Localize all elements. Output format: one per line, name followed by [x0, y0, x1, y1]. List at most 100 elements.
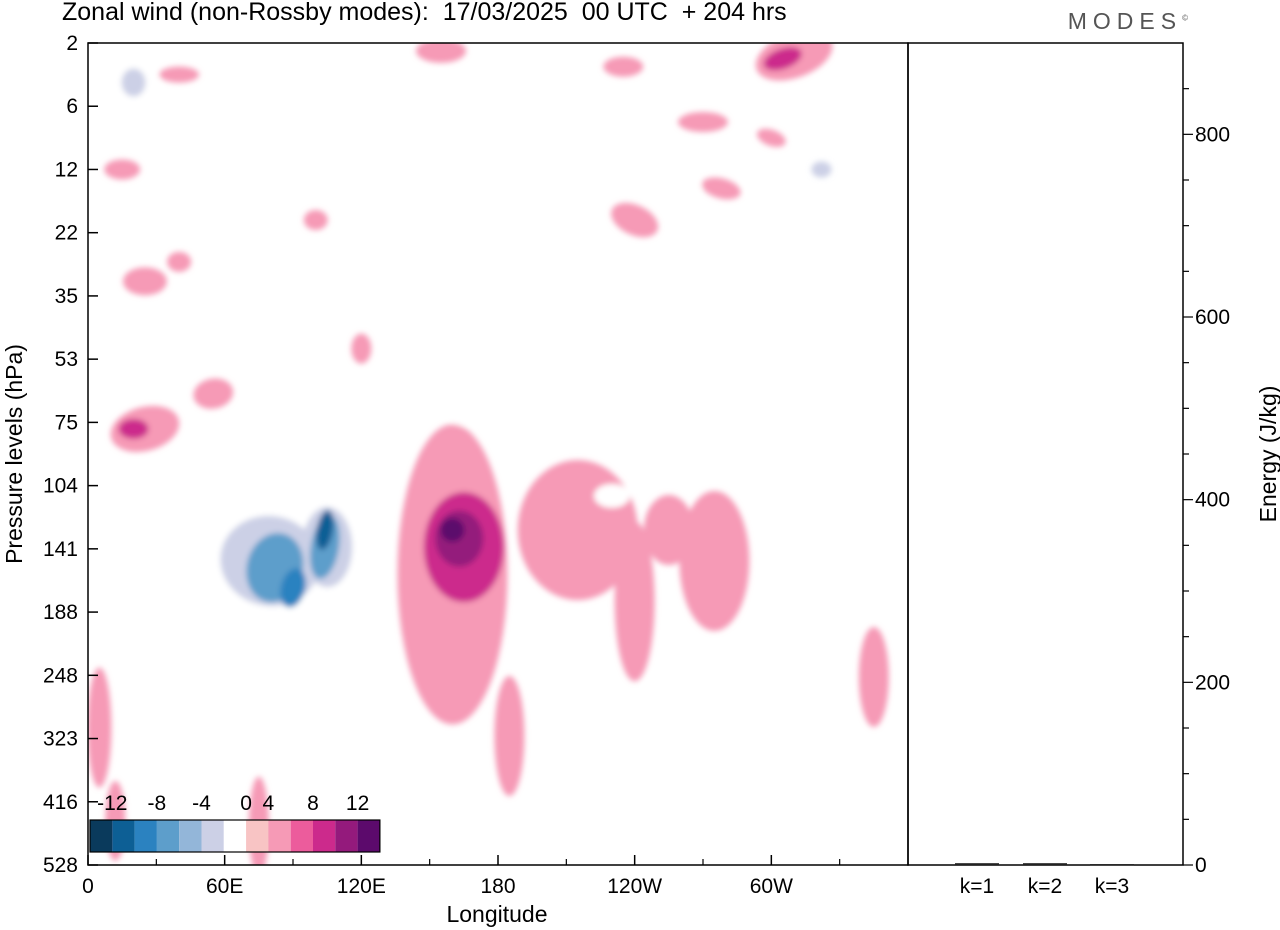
energy-category-label: k=3 — [1095, 875, 1129, 898]
colorbar-label: 0 — [240, 792, 252, 815]
wind-contour — [871, 250, 900, 341]
wind-contour — [786, 354, 847, 405]
y-tick-label: 75 — [55, 411, 78, 434]
colorbar-swatch — [357, 820, 380, 852]
energy-tick-label: 0 — [1195, 854, 1207, 877]
x-tick-label: 60E — [206, 875, 243, 898]
wind-contour — [679, 490, 750, 631]
wind-contour — [593, 483, 630, 508]
wind-contour — [303, 210, 328, 231]
colorbar-swatch — [156, 820, 180, 852]
y-tick-label: 188 — [43, 601, 78, 624]
colorbar-swatch — [179, 820, 202, 852]
y-tick-label: 35 — [55, 285, 78, 308]
x-tick-label: 120W — [607, 875, 662, 898]
colorbar-swatch — [90, 820, 113, 852]
wind-contour — [614, 521, 655, 682]
colorbar-label: -8 — [148, 792, 167, 815]
wind-contour — [756, 344, 787, 385]
y-tick-label: 248 — [43, 664, 78, 687]
wind-contour — [440, 518, 465, 543]
energy-axis-label: Energy (J/kg) — [1255, 386, 1280, 523]
wind-contour — [678, 112, 728, 133]
colorbar-swatch — [313, 820, 336, 852]
x-axis-label: Longitude — [446, 901, 547, 927]
wind-contour — [763, 47, 802, 71]
wind-contour — [637, 673, 678, 814]
wind-contour — [351, 333, 372, 364]
y-axis-label: Pressure levels (hPa) — [1, 344, 27, 564]
colorbar-swatch — [223, 820, 247, 852]
wind-contour — [502, 52, 563, 81]
wind-contour — [159, 66, 200, 83]
x-tick-label: 180 — [480, 875, 515, 898]
wind-field-layers — [88, 43, 900, 865]
wind-contour — [756, 128, 786, 147]
energy-tick-label: 200 — [1195, 671, 1230, 694]
wind-contour — [416, 43, 467, 63]
wind-contour — [659, 170, 702, 195]
wind-contour — [603, 56, 644, 77]
colorbar-frame — [89, 819, 381, 853]
wind-contour — [121, 68, 146, 97]
colorbar-label: 8 — [307, 792, 319, 815]
wind-contour — [104, 159, 141, 180]
wind-field — [88, 43, 900, 865]
y-tick-label: 6 — [66, 95, 78, 118]
energy-frame — [907, 42, 1184, 866]
energy-category-label: k=1 — [960, 875, 994, 898]
wind-contour — [291, 476, 386, 773]
y-tick-label: 2 — [66, 32, 78, 55]
wind-contour — [445, 390, 482, 427]
energy-tick-label: 400 — [1195, 489, 1230, 512]
wind-contour — [494, 676, 525, 797]
colorbar-swatch — [201, 820, 224, 852]
wind-contour — [352, 603, 393, 865]
energy-panel: 0 200 400 600 800 k=1 k=2 k=3 — [955, 88, 1230, 898]
energy-tick-label: 600 — [1195, 306, 1230, 329]
y-tick-label: 22 — [55, 222, 78, 245]
x-tick-label: 120E — [337, 875, 386, 898]
y-axis: 2 6 12 22 35 53 75 104 141 188 248 323 416 528 — [43, 32, 98, 877]
colorbar-swatch — [112, 820, 135, 852]
colorbar-label: -4 — [192, 792, 211, 815]
x-axis: 0 60E 120E 180 120W 60W — [82, 855, 841, 898]
colorbar-swatch — [268, 820, 291, 852]
wind-contour — [280, 568, 306, 608]
colorbar-swatch — [134, 820, 157, 852]
y-tick-label: 104 — [43, 475, 78, 498]
modes-logo: MODES© — [1067, 8, 1188, 34]
wind-contour — [316, 510, 334, 550]
y-tick-label: 528 — [43, 854, 78, 877]
colorbar-label: -12 — [97, 792, 127, 815]
energy-bar — [1023, 863, 1067, 865]
wind-contour — [193, 378, 234, 409]
colorbar-swatch — [246, 820, 269, 852]
colorbar: -12 -8 -4 0 4 8 12 — [89, 792, 381, 853]
wind-contour — [858, 626, 889, 727]
wind-contour — [122, 267, 167, 296]
wind-contour — [742, 160, 801, 204]
wind-contour — [701, 177, 741, 200]
wind-contour — [811, 161, 832, 178]
colorbar-swatch — [290, 820, 313, 852]
energy-tick-label: 800 — [1195, 123, 1230, 146]
y-tick-label: 416 — [43, 791, 78, 814]
energy-bar — [955, 863, 999, 865]
x-tick-label: 0 — [82, 875, 94, 898]
y-tick-label: 12 — [55, 158, 78, 181]
wind-contour — [118, 418, 149, 439]
colorbar-label: 12 — [346, 792, 369, 815]
chart-title: Zonal wind (non-Rossby modes): 17/03/202… — [62, 0, 787, 26]
wind-contour — [88, 667, 112, 788]
y-tick-label: 53 — [55, 348, 78, 371]
y-tick-label: 323 — [43, 728, 78, 751]
wind-contour — [618, 390, 651, 415]
y-tick-label: 141 — [43, 538, 78, 561]
colorbar-swatch — [335, 820, 358, 852]
energy-category-label: k=2 — [1028, 875, 1062, 898]
wind-contour — [611, 202, 659, 238]
wind-contour — [167, 251, 192, 272]
colorbar-label: 4 — [263, 792, 275, 815]
